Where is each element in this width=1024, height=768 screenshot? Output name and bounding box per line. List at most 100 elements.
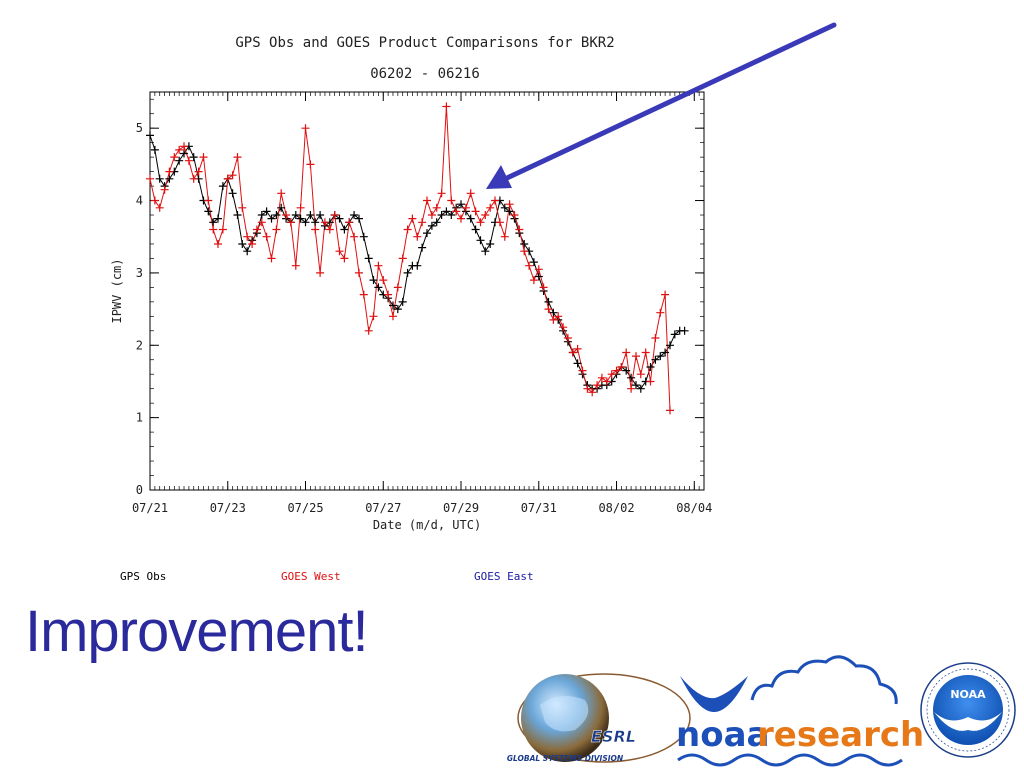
gps-obs-point: [374, 283, 383, 292]
goes-west-point: [262, 232, 271, 241]
goes-west-point: [627, 384, 636, 393]
goes-west-point: [393, 283, 402, 292]
goes-west-point: [418, 218, 427, 227]
x-tick-label: 07/25: [287, 501, 323, 515]
goes-west-point: [286, 218, 295, 227]
goes-west-point: [495, 218, 504, 227]
goes-west-point: [622, 348, 631, 357]
goes-west-point: [549, 315, 558, 324]
gps-obs-point: [505, 207, 514, 216]
gps-obs-point: [646, 363, 655, 371]
noaa-seal-icon: NOAA: [920, 662, 1016, 758]
gps-obs-point: [573, 359, 582, 368]
gps-obs-point: [277, 203, 286, 212]
gps-obs-point: [311, 218, 320, 227]
gps-obs-point: [534, 272, 543, 281]
goes-west-point: [505, 200, 514, 209]
goes-west-point: [350, 232, 359, 241]
goes-west-point: [413, 232, 422, 241]
x-tick-label: 07/21: [132, 501, 168, 515]
goes-west-point: [607, 370, 616, 379]
goes-west-point: [248, 240, 257, 248]
y-tick-label: 1: [136, 411, 143, 425]
goes-west-point: [525, 261, 534, 270]
chart-title: GPS Obs and GOES Product Comparisons for…: [235, 35, 614, 51]
goes-west-point: [184, 156, 193, 165]
gps-obs-point: [228, 189, 237, 198]
gps-obs-point: [359, 232, 368, 241]
gps-obs-point: [500, 203, 509, 212]
research-wordmark: research: [757, 715, 924, 755]
esrl-logo: ESRL GLOBAL SYSTEMS DIVISION: [507, 673, 691, 763]
gps-obs-point: [238, 240, 247, 248]
y-tick-label: 5: [136, 121, 143, 135]
goes-west-point: [583, 384, 592, 393]
legend-goes-west: GOES West: [281, 570, 341, 583]
goes-west-point: [481, 211, 490, 219]
gps-obs-point: [529, 258, 538, 267]
gps-obs-point: [471, 225, 480, 234]
gps-obs-point: [486, 240, 495, 248]
goes-west-point: [476, 218, 485, 227]
goes-west-point: [301, 124, 310, 133]
goes-west-point: [345, 218, 354, 227]
gps-obs-point: [437, 211, 446, 219]
goes-west-point: [447, 196, 456, 205]
gps-obs-point: [466, 214, 475, 223]
goes-west-point: [335, 247, 344, 256]
gps-obs-point: [214, 214, 222, 223]
goes-west-point: [218, 225, 227, 234]
goes-west-point: [544, 305, 553, 314]
ipwv-comparison-chart: GPS Obs and GOES Product Comparisons for…: [110, 22, 837, 532]
goes-west-point: [359, 290, 368, 299]
goes-west-point: [602, 377, 611, 386]
gps-obs-point: [389, 301, 397, 310]
gps-obs-point: [267, 214, 276, 223]
y-tick-label: 0: [136, 483, 143, 497]
goes-west-point: [641, 348, 650, 357]
goes-west-point: [155, 203, 164, 212]
goes-west-point: [491, 196, 499, 205]
goes-west-point: [252, 225, 261, 234]
gps-obs-point: [291, 211, 300, 219]
goes-west-point: [233, 153, 242, 162]
gps-obs-point: [175, 156, 184, 165]
goes-west-point: [520, 247, 529, 256]
goes-west-point: [612, 366, 621, 375]
goes-west-point: [457, 214, 465, 223]
y-axis-label: IPWV (cm): [110, 258, 124, 323]
gps-obs-point: [204, 207, 213, 216]
goes-west-point: [282, 211, 291, 219]
axes: 07/21 07/23 07/25 07/27 07/29 07/31 08/02 08/04…: [132, 92, 712, 515]
series-marks: [146, 102, 689, 415]
goes-west-point: [320, 218, 329, 227]
gps-obs-point: [155, 174, 164, 183]
gps-obs-point: [393, 305, 402, 314]
goes-west-point: [204, 196, 213, 205]
goes-west-point: [398, 254, 407, 263]
gps-obs-point: [180, 149, 188, 158]
goes-west-point: [452, 207, 461, 216]
goes-west-point: [666, 406, 674, 415]
gps-obs-point: [666, 341, 674, 350]
goes-west-point: [379, 276, 388, 285]
gps-obs-point: [413, 261, 422, 270]
goes-west-point: [563, 334, 572, 342]
goes-west-point: [364, 326, 373, 335]
y-tick-label: 3: [136, 266, 143, 280]
gps-obs-point: [165, 174, 174, 183]
legend-goes-east: GOES East: [474, 570, 534, 583]
goes-west-point: [554, 312, 563, 321]
x-axis-label: Date (m/d, UTC): [373, 518, 481, 532]
gps-obs-point: [520, 240, 529, 248]
x-tick-label: 07/31: [521, 501, 557, 515]
goes-west-point: [529, 276, 538, 285]
goes-west-point: [578, 366, 587, 375]
goes-west-point: [515, 225, 524, 234]
gps-obs-point: [233, 211, 242, 219]
gps-obs-point: [243, 247, 252, 256]
goes-west-point: [296, 203, 305, 212]
goes-west-point: [656, 308, 665, 317]
gps-obs-point: [442, 207, 451, 216]
gps-obs-point: [403, 268, 412, 277]
